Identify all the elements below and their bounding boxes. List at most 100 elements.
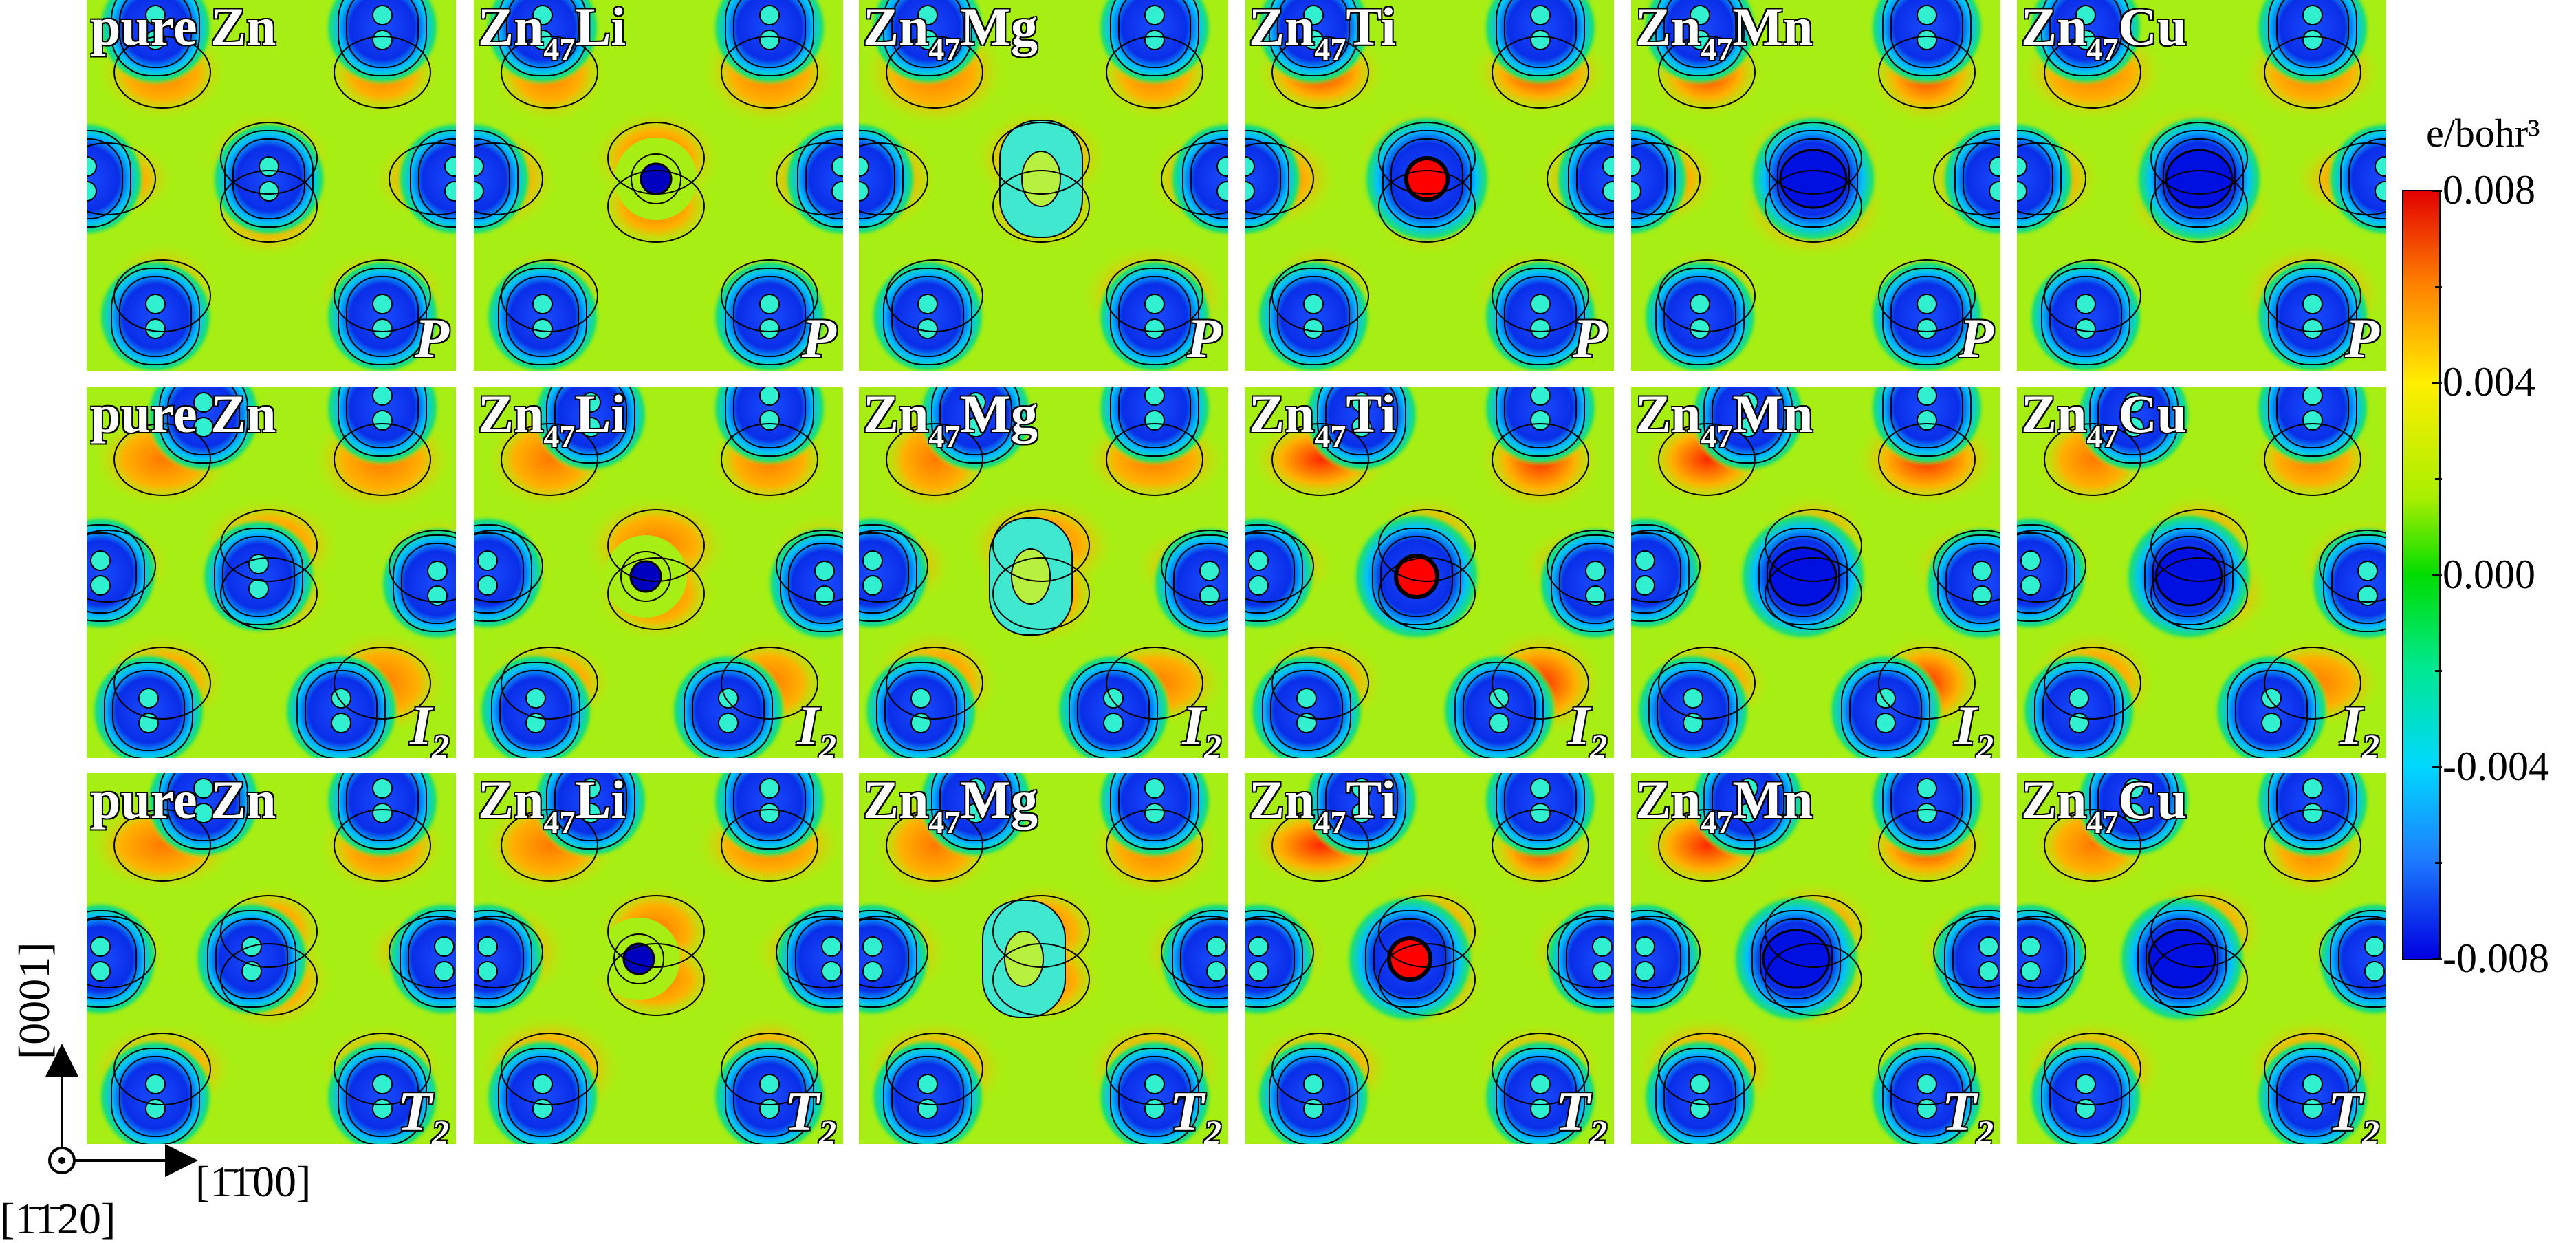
density-map [1245,0,1614,371]
density-map [859,387,1228,758]
panel-title: Zn47Mg [862,0,1038,66]
panel-title-subscript: 47 [2086,419,2119,454]
panel-title-prefix: pure Zn [90,773,277,830]
panel-title-prefix: Zn [1634,773,1701,830]
density-panel: Zn47Li T2 [474,773,843,1144]
panel-title: Zn47Mn [1634,387,1813,453]
colorbar-tick-label: -0.004 [2443,743,2549,789]
site-label-letter: P [413,307,450,369]
site-label-letter: P [1958,307,1994,369]
site-label-subscript: 2 [1589,1113,1608,1145]
density-panel: Zn47Mn P [1631,0,2000,371]
density-map [859,773,1228,1144]
density-map [87,773,456,1144]
panel-title-prefix: Zn [862,773,929,830]
density-map [859,0,1228,371]
density-panel: Zn47Mn I2 [1631,387,2000,758]
panel-title-subscript: 47 [1313,805,1347,840]
site-label: I2 [796,696,838,758]
axis-label-horizontal: [1̄1̄00] [195,1157,312,1206]
site-label: P [1186,307,1222,369]
colorbar-tick-label: -0.008 [2443,936,2549,981]
colorbar-major-tick [2432,766,2442,768]
density-panel: pure Zn P [87,0,456,371]
density-map [1245,773,1614,1144]
colorbar-unit: e/bohr³ [2426,111,2540,155]
panel-title-element: Cu [2117,387,2188,444]
site-label: T2 [1168,1082,1222,1144]
colorbar-tick-label: 0.000 [2443,551,2535,597]
panel-title-subscript: 47 [543,32,576,67]
density-panel: Zn47Mg P [859,0,1228,371]
site-label: I2 [1567,696,1608,758]
density-map [2017,0,2386,371]
panel-title: Zn47Mn [1634,0,1813,66]
site-label-subscript: 2 [2361,1113,2381,1145]
density-panel: Zn47Cu T2 [2017,773,2386,1144]
density-map [1631,0,2000,371]
density-map [2017,387,2386,758]
density-map [474,0,843,371]
density-panel: pure Zn I2 [87,387,456,758]
colorbar-minor-tick [2435,285,2442,288]
panel-title-prefix: pure Zn [90,0,277,56]
site-label: I2 [2339,696,2381,758]
site-label: P [1958,307,1994,369]
panel-title-subscript: 47 [543,419,576,454]
density-panel: Zn47Li P [474,0,843,371]
panel-title-element: Mg [959,773,1039,830]
panel-title-element: Ti [1345,387,1397,444]
panel-title: Zn47Cu [2020,387,2188,453]
panel-title-subscript: 47 [2086,805,2119,840]
site-label-subscript: 2 [1203,1113,1223,1145]
site-label: P [1571,309,1608,367]
axis-indicator [45,1044,198,1177]
site-label-letter: I [1181,694,1205,757]
site-label: T2 [2326,1082,2380,1144]
site-label: I2 [1954,696,1995,758]
density-panel: Zn47Li I2 [474,387,843,758]
colorbar-tick-label: 0.004 [2443,359,2535,405]
panel-title-subscript: 47 [1700,805,1734,840]
colorbar-major-tick [2432,382,2442,385]
site-label-subscript: 2 [818,1113,838,1145]
panel-title-element: Li [574,773,627,830]
site-label-letter: P [1186,307,1222,369]
panel-title: Zn47Mn [1634,773,1813,839]
panel-title-subscript: 47 [2086,32,2119,67]
colorbar-minor-tick [2435,670,2442,673]
density-panel: Zn47Mg I2 [859,387,1228,758]
panel-title-subscript: 47 [928,32,961,67]
density-panel: Zn47Ti T2 [1245,773,1614,1144]
colorbar-major-tick [2432,958,2442,960]
site-label-subscript: 2 [1976,1113,1995,1145]
site-label-subscript: 2 [2361,727,2381,759]
site-label: T2 [1941,1082,1994,1144]
panel-title: pure Zn [90,773,277,830]
axis-label-vertical: [0001] [10,942,58,1059]
panel-title-prefix: Zn [1247,0,1315,56]
panel-title: Zn47Cu [2020,0,2187,66]
site-label-letter: I [1567,694,1591,757]
panel-title: pure Zn [90,387,277,444]
site-label-subscript: 2 [1976,727,1995,759]
density-map [1631,773,2000,1144]
site-label: I2 [1181,696,1223,758]
panel-title-subscript: 47 [1700,32,1734,67]
site-label-subscript: 2 [1203,727,1223,759]
panel-title-prefix: Zn [2020,773,2087,830]
site-label: T2 [783,1080,837,1144]
panel-title-prefix: Zn [1247,387,1315,444]
panel-title: Zn47Li [477,0,626,66]
panel-title: Zn47Ti [1247,773,1397,839]
panel-title-subscript: 47 [928,419,961,454]
panel-title: Zn47Ti [1247,0,1397,66]
density-panel: Zn47Mg T2 [859,773,1228,1144]
panel-title-prefix: Zn [477,387,544,444]
panel-title-prefix: pure Zn [90,387,277,444]
site-label: T2 [1554,1082,1608,1144]
density-map [474,387,843,758]
density-map [87,0,456,371]
site-label-letter: T [783,1080,820,1143]
